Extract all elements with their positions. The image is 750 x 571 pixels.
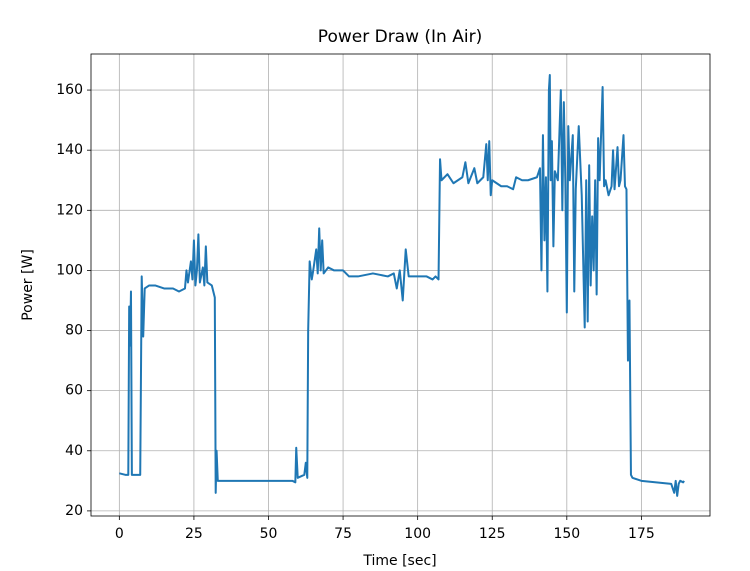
y-tick-label: 80 xyxy=(65,323,83,339)
y-axis-label: Power [W] xyxy=(20,249,36,321)
x-tick-label: 125 xyxy=(479,526,506,542)
x-tick-label: 50 xyxy=(260,526,278,542)
y-tick-label: 60 xyxy=(65,383,83,399)
y-tick-label: 20 xyxy=(65,503,83,519)
x-tick-label: 100 xyxy=(404,526,431,542)
y-tick-label: 160 xyxy=(56,82,83,98)
y-tick-label: 100 xyxy=(56,262,83,278)
x-tick-label: 25 xyxy=(185,526,203,542)
y-tick-label: 40 xyxy=(65,443,83,459)
x-tick-label: 0 xyxy=(115,526,124,542)
line xyxy=(119,74,685,497)
y-tick-label: 120 xyxy=(56,202,83,218)
x-tick-label: 175 xyxy=(628,526,655,542)
plot-frame xyxy=(90,53,711,517)
x-axis-label: Time [sec] xyxy=(362,553,436,569)
y-tick-label: 140 xyxy=(56,142,83,158)
x-tick-label: 150 xyxy=(553,526,580,542)
x-tick-label: 75 xyxy=(334,526,352,542)
chart-title: Power Draw (In Air) xyxy=(318,27,482,47)
